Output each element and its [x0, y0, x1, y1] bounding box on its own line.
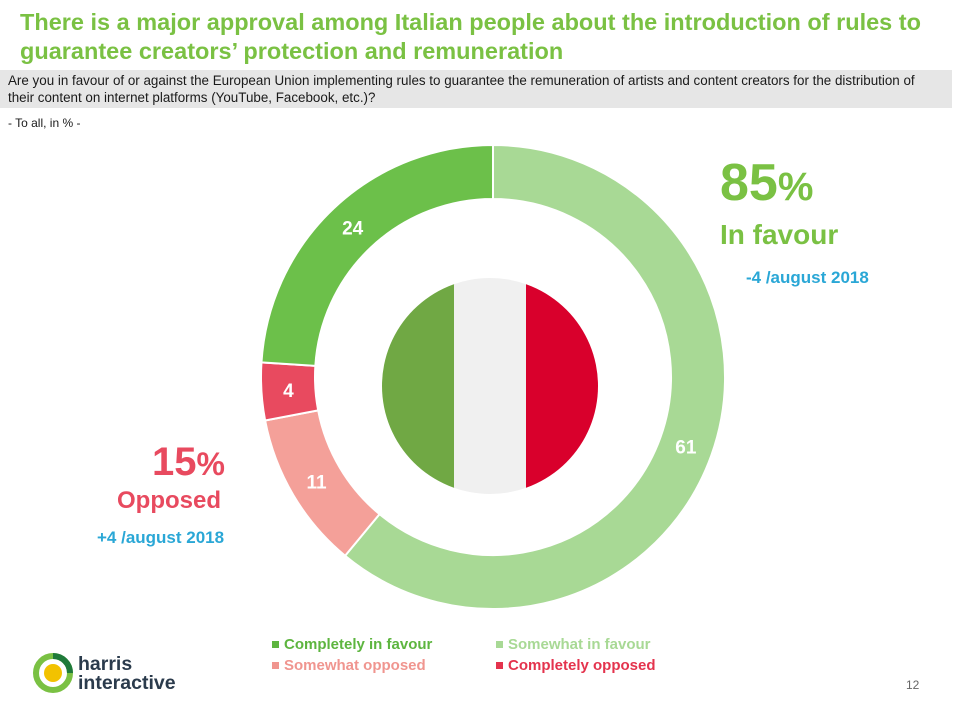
italian-flag-image — [382, 278, 598, 494]
favour-total-value: 85 — [720, 154, 778, 212]
legend-item-somewhat-in-favour: Somewhat in favour — [496, 636, 651, 653]
legend-label: Completely in favour — [284, 636, 433, 653]
opposed-total: 15% — [152, 440, 225, 486]
opposed-total-value: 15 — [152, 440, 197, 484]
harris-logo-icon — [33, 653, 73, 693]
legend-item-completely-opposed: Completely opposed — [496, 657, 656, 674]
donut-data-label: 11 — [307, 472, 328, 493]
legend-swatch — [496, 640, 503, 648]
opposed-total-pct-sign: % — [196, 446, 225, 482]
favour-trend-note: -4 /august 2018 — [746, 268, 869, 287]
donut-data-label: 4 — [283, 381, 294, 402]
logo-line-2: interactive — [78, 672, 176, 694]
flag-stripe — [382, 278, 455, 494]
slide-title: There is a major approval among Italian … — [20, 9, 921, 64]
legend-item-completely-in-favour: Completely in favour — [272, 636, 432, 653]
donut-segment-somewhat-in-favour — [343, 143, 726, 610]
legend-item-somewhat-opposed: Somewhat opposed — [272, 657, 426, 674]
base-note: - To all, in % - — [8, 116, 81, 130]
flag-stripe — [454, 278, 527, 494]
favour-total: 85% — [720, 156, 813, 214]
legend-swatch — [496, 661, 503, 669]
donut-data-labels: 61 11 4 24 — [283, 219, 697, 494]
donut-data-label: 61 — [675, 437, 697, 458]
legend-label: Somewhat in favour — [508, 636, 651, 653]
opposed-label: Opposed — [117, 487, 222, 514]
opposed-trend-note: +4 /august 2018 — [97, 528, 225, 547]
legend-label: Somewhat opposed — [284, 657, 426, 674]
logo-line-1: harris — [78, 653, 133, 675]
favour-label: In favour — [720, 219, 839, 250]
logo-wordmark: harris interactive — [78, 653, 176, 694]
page-number: 12 — [906, 678, 920, 692]
legend-swatch — [272, 640, 279, 648]
flag-stripe — [526, 278, 598, 494]
favour-total-pct-sign: % — [777, 165, 814, 209]
survey-question: Are you in favour of or against the Euro… — [0, 70, 952, 108]
donut-segment-completely-in-favour — [260, 143, 494, 367]
legend-swatch — [272, 661, 279, 669]
donut-segments — [260, 143, 726, 610]
legend-label: Completely opposed — [508, 657, 656, 674]
donut-data-label: 24 — [342, 219, 364, 240]
